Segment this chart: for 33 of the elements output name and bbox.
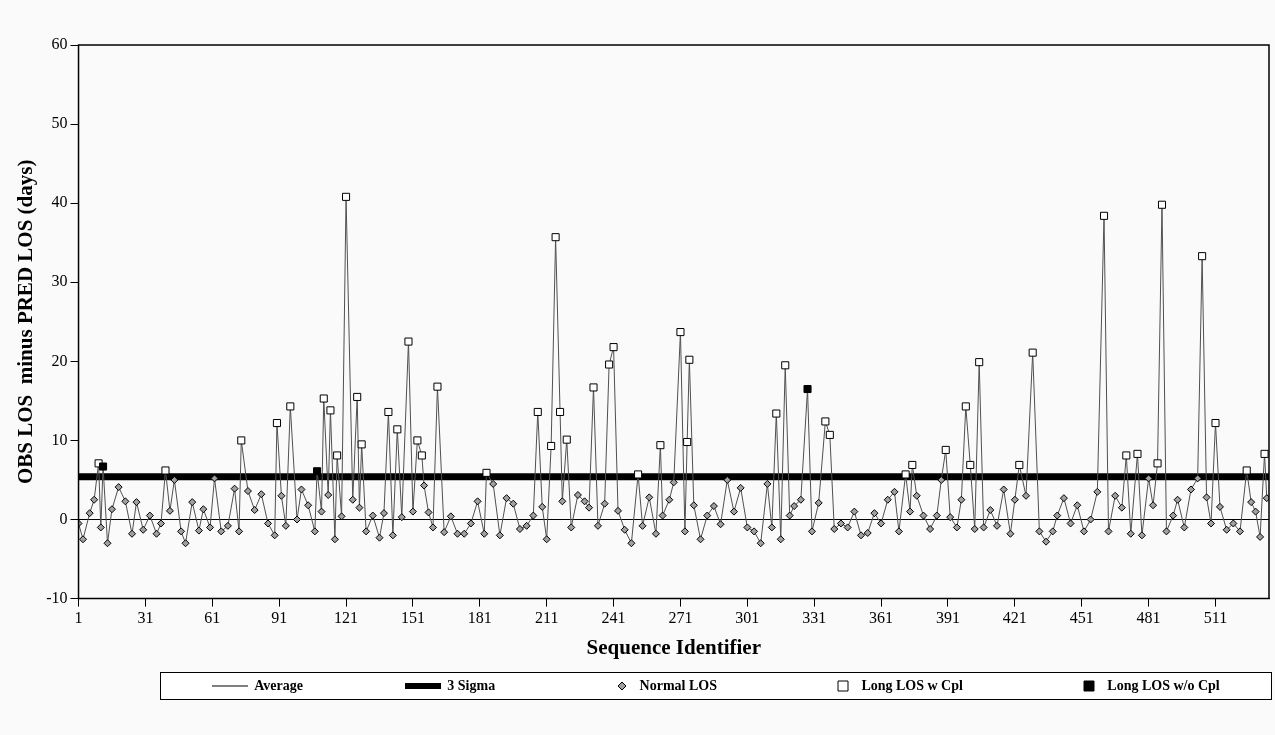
x-tick-label: 121 (334, 609, 359, 627)
x-tick-label: 271 (668, 609, 693, 627)
y-tick-label: 30 (51, 272, 68, 290)
x-tick-label: 301 (735, 609, 760, 627)
y-tick-label: 40 (51, 193, 68, 211)
x-tick-label: 361 (869, 609, 894, 627)
legend-label: Long LOS w/o Cpl (1107, 678, 1220, 694)
y-tick-label: -10 (46, 588, 68, 606)
legend-label: Normal LOS (639, 678, 717, 694)
y-axis-title: OBS LOS minus PRED LOS (days) (13, 159, 38, 485)
legend-label: 3 Sigma (447, 678, 496, 694)
x-tick-label: 181 (467, 609, 492, 627)
x-tick-label: 31 (137, 609, 154, 627)
y-tick-label: 0 (59, 509, 68, 527)
legend-label: Long LOS w Cpl (861, 678, 963, 694)
y-tick-label: 50 (51, 114, 68, 132)
x-tick-label: 1 (74, 609, 83, 627)
y-tick-label: 10 (51, 430, 68, 448)
x-axis-title: Sequence Identifier (586, 634, 761, 659)
y-tick-label: 60 (51, 35, 68, 53)
x-tick-label: 61 (204, 609, 221, 627)
y-tick-label: 20 (51, 351, 68, 369)
x-tick-label: 421 (1002, 609, 1027, 627)
x-tick-label: 91 (271, 609, 288, 627)
x-tick-label: 331 (802, 609, 827, 627)
x-tick-label: 451 (1069, 609, 1094, 627)
x-tick-label: 241 (601, 609, 626, 627)
legend-label: Average (254, 678, 303, 694)
x-tick-label: 211 (534, 609, 559, 627)
x-tick-label: 151 (400, 609, 425, 627)
x-tick-label: 391 (935, 609, 960, 627)
x-tick-label: 511 (1203, 609, 1228, 627)
x-tick-label: 481 (1136, 609, 1161, 627)
